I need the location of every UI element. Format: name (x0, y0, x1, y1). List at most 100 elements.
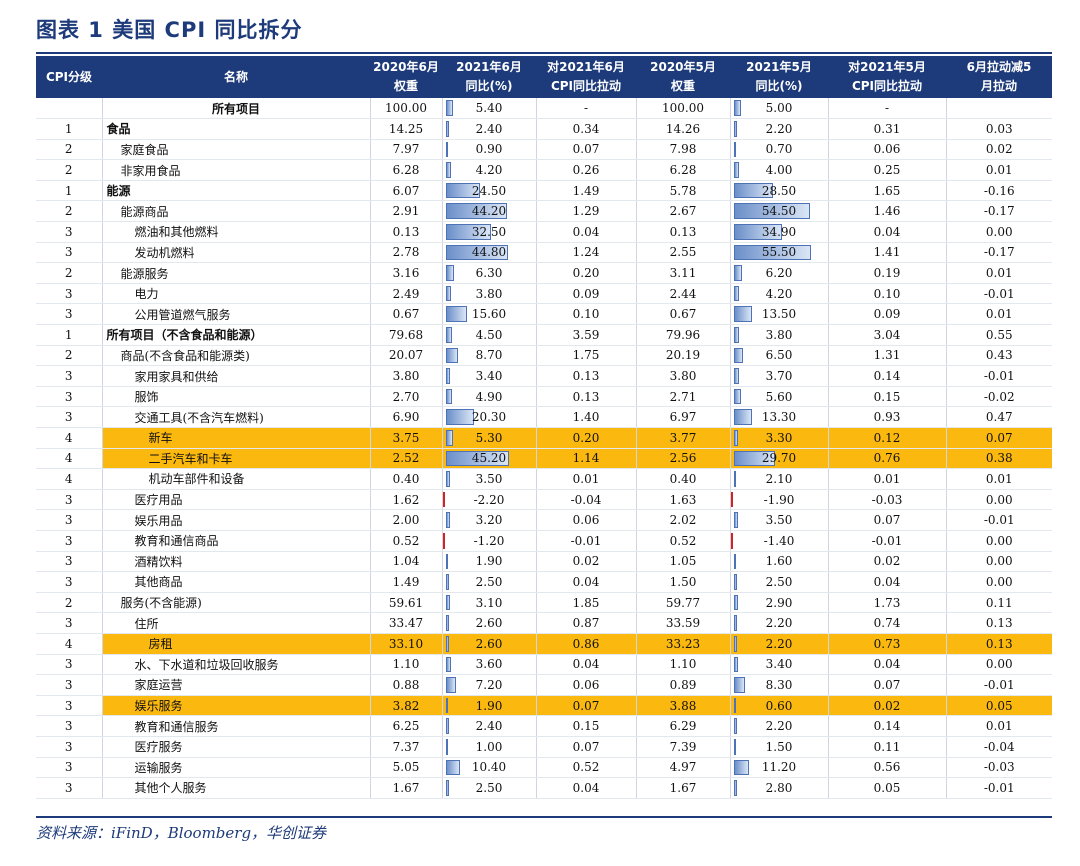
yoy-bar (445, 450, 509, 467)
column-header-line: 权重 (670, 79, 695, 93)
weight-may-2020: 33.59 (636, 612, 731, 634)
cpi-level: 3 (36, 221, 103, 243)
yoy-bar (445, 141, 448, 158)
yoy-value: 8.30 (765, 677, 793, 692)
yoy-bar (445, 635, 450, 652)
column-header: 2020年6月 权重 (370, 56, 442, 98)
weight-may-2020: 6.28 (636, 159, 731, 181)
contribution-jun-2021: 0.06 (536, 674, 637, 696)
item-name: 家用家具和供给 (102, 365, 371, 387)
yoy-jun-2021: 1.90 (442, 551, 537, 573)
yoy-bar (445, 718, 449, 734)
weight-jun-2020: 3.82 (370, 695, 443, 717)
weight-jun-2020: 0.13 (370, 221, 443, 243)
yoy-may-2021: 34.90 (730, 221, 829, 243)
yoy-value: 6.20 (765, 266, 793, 281)
yoy-jun-2021: 5.30 (442, 427, 537, 449)
item-name: 燃油和其他燃料 (102, 221, 371, 243)
header-row: CPI分级 名称 2020年6月 权重 2021年6月 同比(%) 对2021年6月 CPI同… (36, 56, 1052, 98)
cpi-level: 4 (36, 427, 103, 449)
yoy-may-2021: 6.50 (730, 345, 829, 367)
contribution-may-2021: 1.73 (828, 592, 947, 614)
contribution-jun-2021: 1.14 (536, 448, 637, 470)
yoy-value: -1.40 (763, 533, 795, 548)
weight-may-2020: 20.19 (636, 345, 731, 367)
table-row: 3 服饰 2.70 4.90 0.13 2.71 5.60 0.15 -0.02 (36, 386, 1052, 408)
weight-may-2020: 0.89 (636, 674, 731, 696)
contribution-diff: -0.01 (946, 509, 1052, 531)
cpi-level: 3 (36, 736, 103, 758)
yoy-jun-2021: 6.30 (442, 262, 537, 284)
contribution-may-2021: 0.14 (828, 365, 947, 387)
yoy-jun-2021: 32.50 (442, 221, 537, 243)
contribution-jun-2021: 0.26 (536, 159, 637, 181)
yoy-jun-2021: 3.80 (442, 283, 537, 305)
item-name: 医疗用品 (102, 489, 371, 511)
yoy-jun-2021: 5.40 (442, 98, 537, 120)
weight-may-2020: 1.63 (636, 489, 731, 511)
yoy-jun-2021: 1.00 (442, 736, 537, 758)
table-row: 4 房租 33.10 2.60 0.86 33.23 2.20 0.73 0.13 (36, 633, 1052, 655)
contribution-diff: 0.01 (946, 715, 1052, 737)
table-row: 3 住所 33.47 2.60 0.87 33.59 2.20 0.74 0.13 (36, 612, 1052, 634)
contribution-jun-2021: 0.07 (536, 139, 637, 161)
item-name: 教育和通信服务 (102, 715, 371, 737)
contribution-diff: -0.16 (946, 180, 1052, 202)
contribution-may-2021: 0.01 (828, 468, 947, 490)
contribution-diff: 0.00 (946, 551, 1052, 573)
yoy-value: 55.50 (761, 245, 797, 260)
weight-jun-2020: 0.40 (370, 468, 443, 490)
item-name: 机动车部件和设备 (102, 468, 371, 490)
contribution-may-2021: 0.76 (828, 448, 947, 470)
yoy-bar (733, 162, 740, 178)
yoy-value: 4.90 (475, 389, 503, 404)
table-row: 2 家庭食品 7.97 0.90 0.07 7.98 0.70 0.06 0.02 (36, 139, 1052, 161)
yoy-bar (733, 100, 741, 117)
contribution-diff: -0.02 (946, 386, 1052, 408)
contribution-may-2021: 0.02 (828, 551, 947, 573)
yoy-bar (733, 615, 737, 631)
yoy-may-2021: 3.50 (730, 509, 829, 531)
yoy-bar (733, 203, 810, 220)
contribution-may-2021: 0.25 (828, 159, 947, 181)
cpi-level: 2 (36, 139, 103, 161)
yoy-jun-2021: 2.40 (442, 715, 537, 737)
yoy-bar (445, 347, 458, 364)
yoy-bar (733, 306, 753, 323)
contribution-jun-2021: 0.04 (536, 571, 637, 593)
item-name: 医疗服务 (102, 736, 371, 758)
cpi-level: 3 (36, 674, 103, 696)
contribution-may-2021: 0.04 (828, 221, 947, 243)
cpi-level: 3 (36, 551, 103, 573)
cpi-level: 3 (36, 571, 103, 593)
weight-jun-2020: 6.90 (370, 406, 443, 428)
yoy-value: -2.20 (473, 492, 505, 507)
weight-jun-2020: 6.25 (370, 715, 443, 737)
item-name: 服务(不含能源) (102, 592, 371, 614)
yoy-value: 0.90 (475, 142, 503, 157)
weight-may-2020: 1.10 (636, 654, 731, 676)
yoy-value: 3.30 (765, 430, 793, 445)
cpi-level: 3 (36, 612, 103, 634)
contribution-diff: 0.11 (946, 592, 1052, 614)
contribution-jun-2021: 0.87 (536, 612, 637, 634)
contribution-jun-2021: 0.20 (536, 427, 637, 449)
cpi-level: 3 (36, 654, 103, 676)
column-header-line: 权重 (393, 79, 418, 93)
yoy-bar (445, 121, 449, 137)
table-row: 3 娱乐用品 2.00 3.20 0.06 2.02 3.50 0.07 -0.01 (36, 509, 1052, 531)
column-header: 6月拉动减5 月拉动 (946, 56, 1052, 98)
yoy-bar (733, 182, 774, 199)
cpi-level: 3 (36, 530, 103, 552)
contribution-diff: 0.07 (946, 427, 1052, 449)
contribution-diff: 0.00 (946, 571, 1052, 593)
contribution-diff: 0.05 (946, 695, 1052, 717)
yoy-may-2021: 3.70 (730, 365, 829, 387)
item-name: 家庭食品 (102, 139, 371, 161)
item-name: 能源服务 (102, 262, 371, 284)
cpi-level: 2 (36, 345, 103, 367)
contribution-jun-2021: 0.10 (536, 303, 637, 326)
yoy-bar (733, 430, 739, 446)
table-row: 2 商品(不含食品和能源类) 20.07 8.70 1.75 20.19 6.50 1.31 0… (36, 345, 1052, 367)
yoy-may-2021: 2.50 (730, 571, 829, 593)
